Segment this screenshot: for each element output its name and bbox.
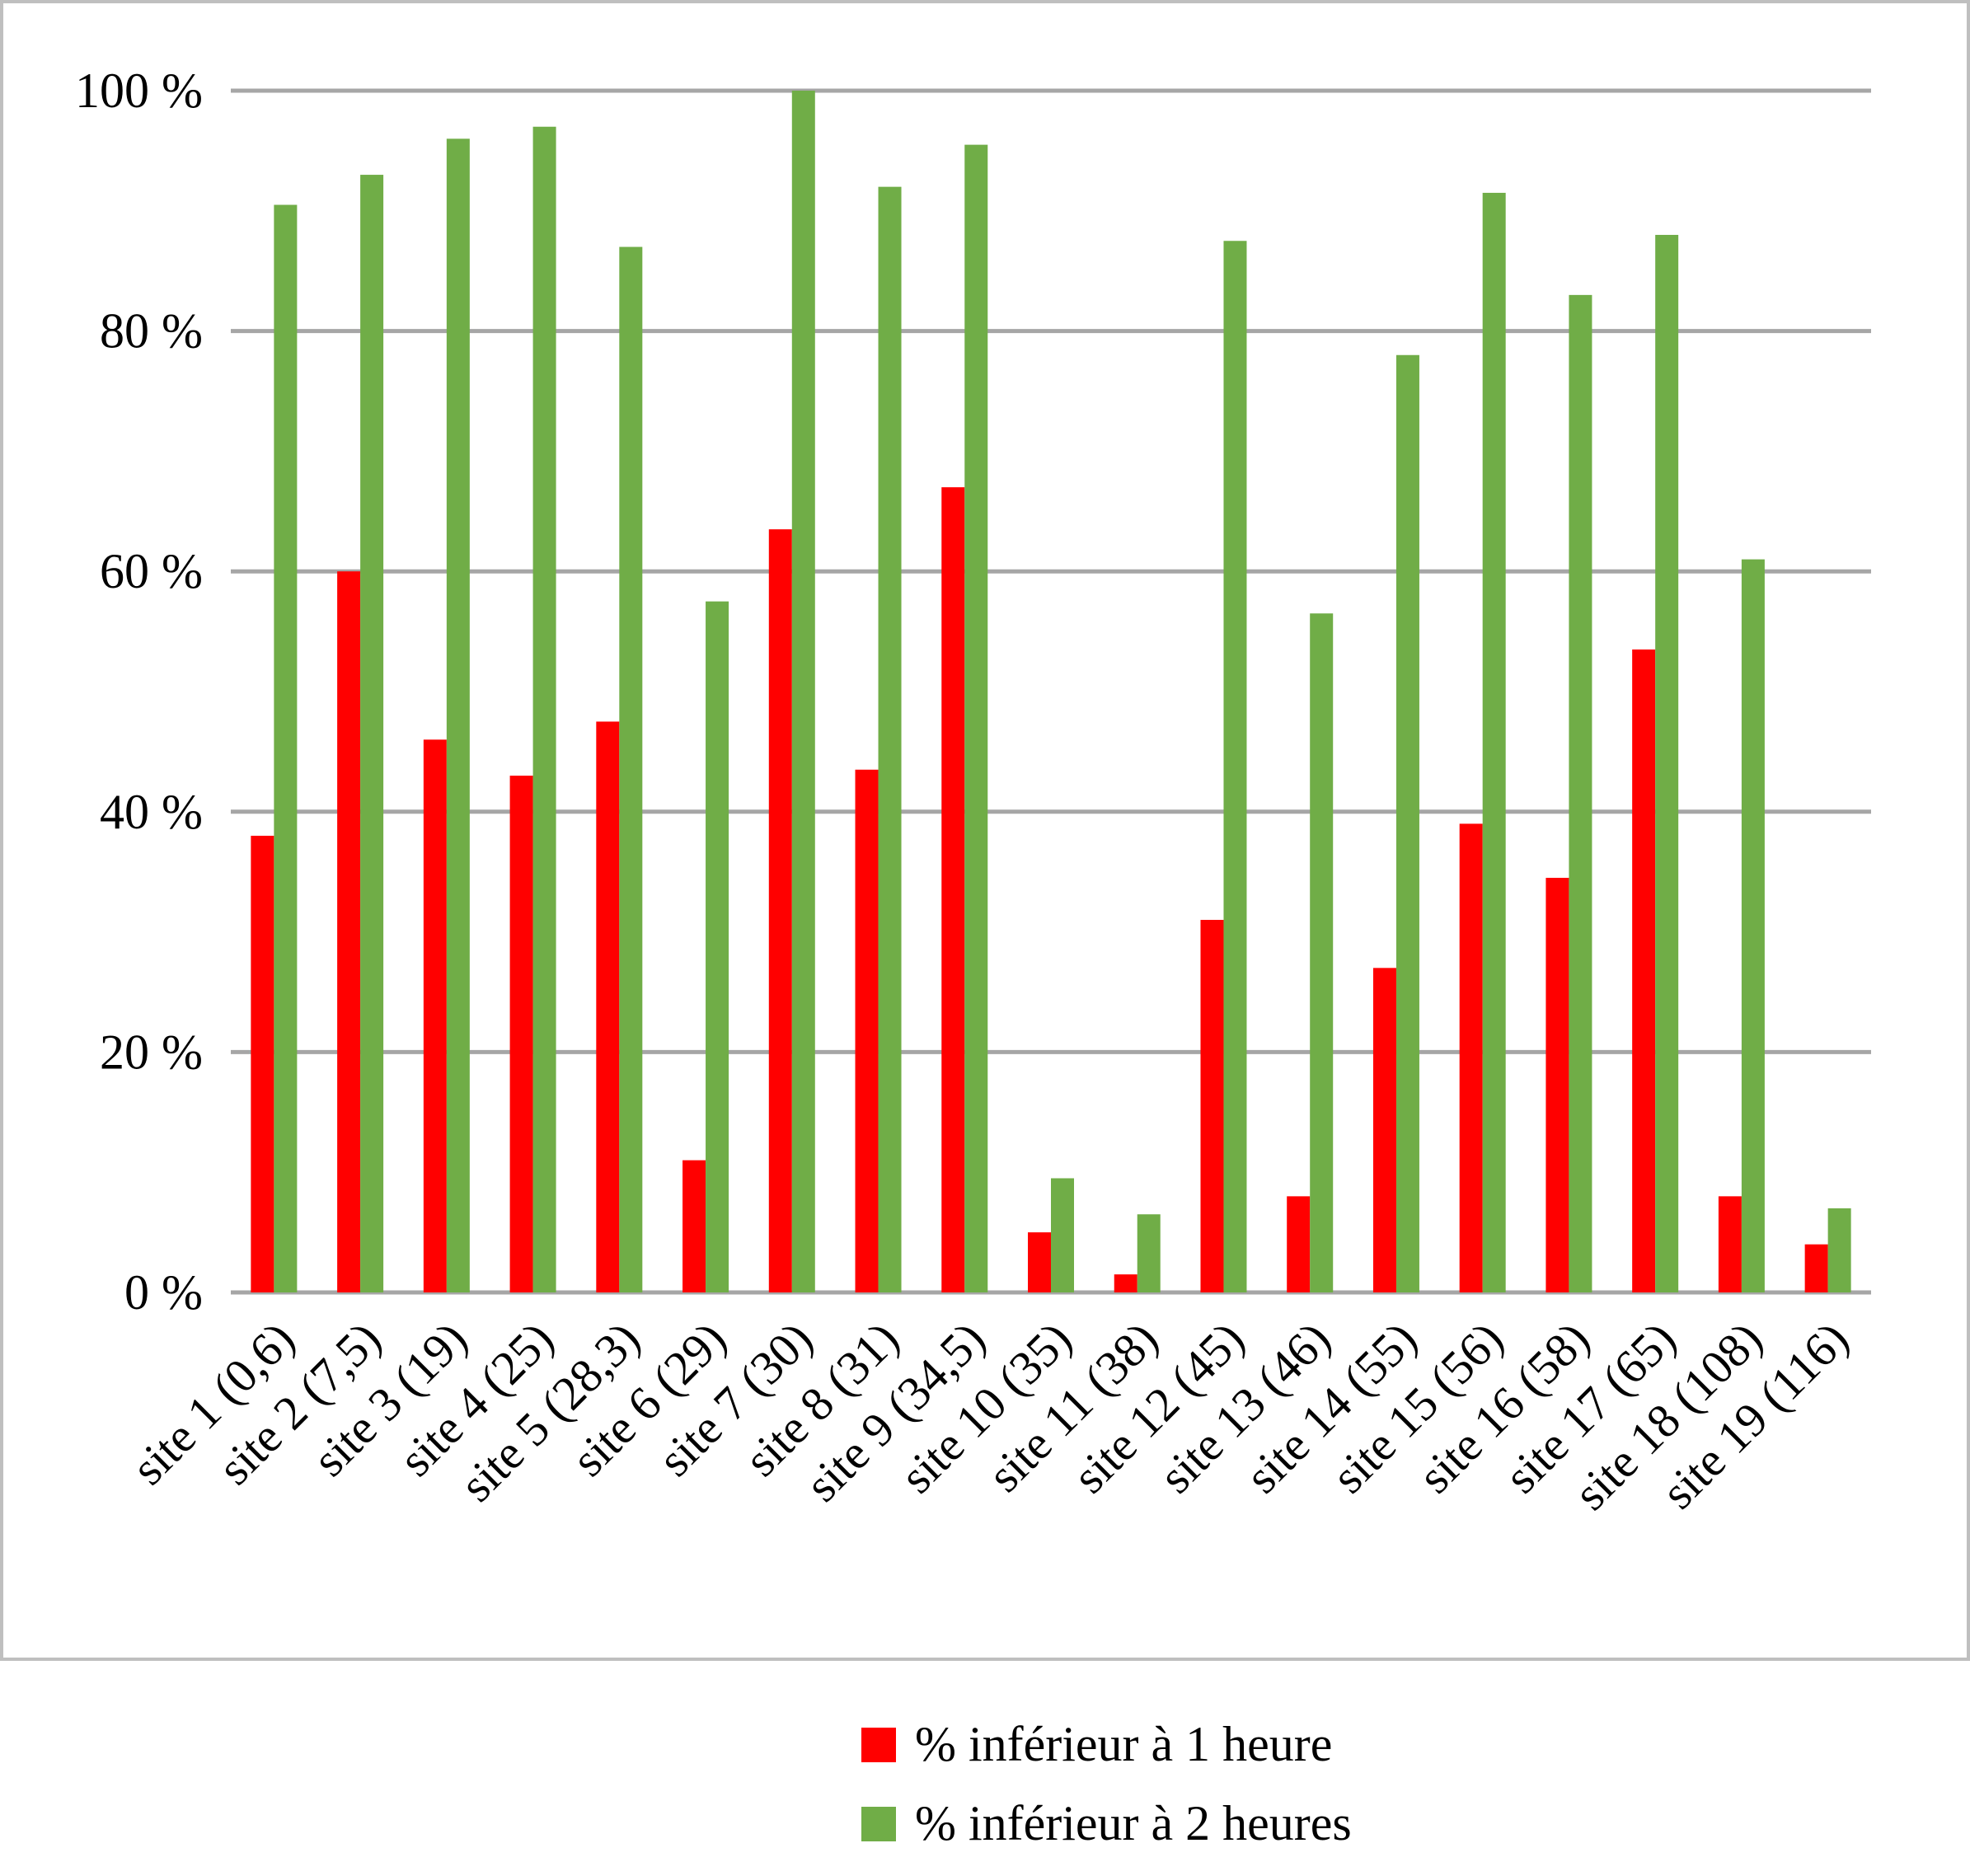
bar-series-1 (1028, 1232, 1051, 1292)
bar-series-2 (446, 138, 470, 1292)
x-axis-labels: site 1 (0,6)site 2 (7,5)site 3 (19)site … (121, 1311, 1859, 1520)
y-tick-label: 40 % (100, 785, 203, 839)
y-tick-label: 20 % (100, 1025, 203, 1079)
bar-series-1 (251, 835, 274, 1292)
bar-series-2 (706, 601, 729, 1292)
bar-series-1 (1632, 649, 1656, 1292)
bar-series-2 (1223, 241, 1247, 1292)
bar-series-2 (1655, 234, 1679, 1293)
bar-series-2 (1827, 1208, 1851, 1292)
gridlines (231, 88, 1871, 1295)
bars (251, 91, 1851, 1293)
bar-series-2 (1569, 294, 1592, 1292)
bar-series-1 (855, 769, 879, 1292)
bar-series-2 (1310, 613, 1334, 1292)
bar-series-1 (941, 487, 965, 1292)
bar-series-1 (1546, 877, 1569, 1292)
bar-series-1 (1804, 1244, 1828, 1292)
bar-series-1 (1718, 1196, 1742, 1292)
bar-series-1 (1287, 1196, 1311, 1292)
y-axis-ticks: 0 % 20 % 40 % 60 % 80 % 100 % (75, 63, 203, 1320)
bar-series-2 (964, 144, 988, 1293)
bar-series-2 (1395, 354, 1419, 1292)
legend-swatch (861, 1728, 896, 1762)
bar-series-1 (1114, 1274, 1137, 1292)
bar-series-2 (274, 204, 298, 1292)
bar-series-1 (596, 721, 620, 1292)
bar-series-2 (878, 186, 902, 1292)
bar-series-1 (1459, 823, 1483, 1292)
y-tick-label: 60 % (100, 544, 203, 598)
legend-label: % inférieur à 2 heures (915, 1796, 1352, 1850)
bar-series-2 (1482, 192, 1506, 1293)
chart-frame (0, 0, 1970, 1661)
bar-series-2 (1051, 1178, 1074, 1292)
bar-series-2 (791, 91, 815, 1292)
bar-series-1 (509, 776, 533, 1292)
bar-series-2 (1137, 1214, 1161, 1292)
bar-series-2 (1741, 559, 1765, 1292)
y-tick-label: 0 % (124, 1265, 203, 1320)
bar-series-1 (1372, 968, 1396, 1292)
bar-series-1 (337, 571, 361, 1292)
bar-series-1 (1200, 920, 1224, 1292)
bar-series-1 (682, 1160, 706, 1292)
bar-series-1 (423, 739, 447, 1292)
legend: % inférieur à 1 heure % inférieur à 2 heu… (861, 1717, 1352, 1850)
y-tick-label: 100 % (75, 63, 203, 118)
bar-series-2 (360, 175, 384, 1292)
legend-swatch (861, 1807, 896, 1841)
legend-label: % inférieur à 1 heure (915, 1717, 1332, 1771)
bar-series-2 (619, 246, 643, 1292)
bar-series-1 (768, 529, 792, 1292)
y-tick-label: 80 % (100, 304, 203, 359)
bar-series-2 (532, 126, 556, 1293)
